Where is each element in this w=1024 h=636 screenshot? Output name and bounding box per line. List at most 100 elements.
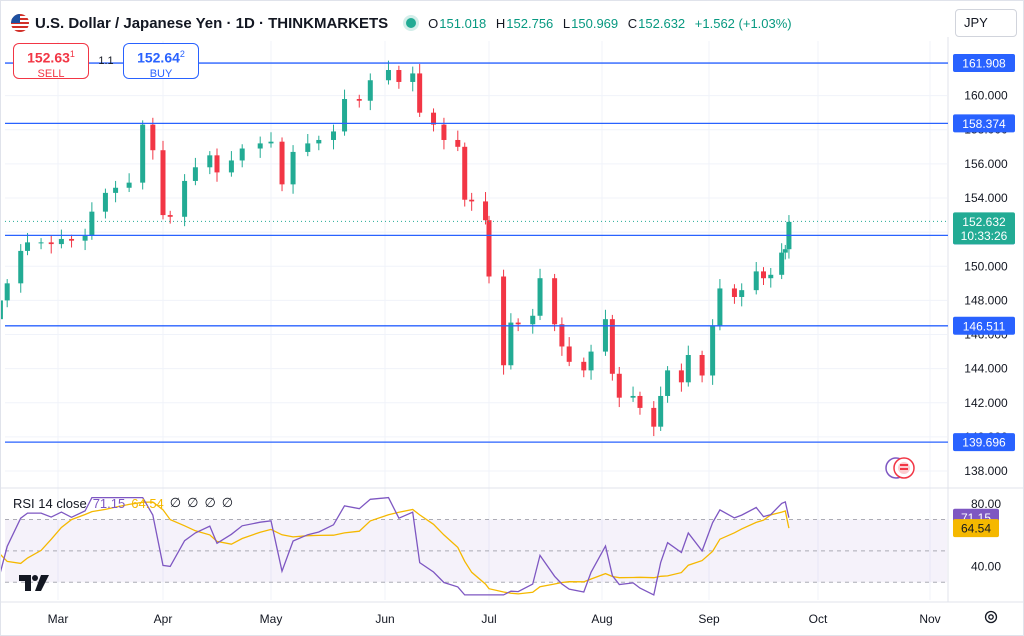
- rsi-ma-label: 64.54: [961, 522, 991, 536]
- candle-body: [515, 322, 521, 325]
- candle-body: [469, 199, 475, 202]
- rsi-ma-value: 64.54: [131, 495, 164, 511]
- candle-body: [417, 73, 423, 113]
- candle-body: [257, 143, 263, 149]
- candle-body: [290, 151, 296, 185]
- candle-body: [113, 187, 119, 193]
- candle-body: [140, 124, 146, 183]
- level-label: 146.511: [963, 319, 1006, 333]
- candle-body: [58, 238, 64, 245]
- candle-body: [367, 80, 373, 101]
- candle-body: [609, 319, 615, 374]
- candle-body: [150, 124, 156, 151]
- buy-button[interactable]: 152.642 BUY: [123, 43, 199, 80]
- candle-body: [753, 271, 759, 291]
- level-label: 139.696: [962, 436, 1006, 450]
- gear-icon[interactable]: [983, 609, 999, 625]
- time-tick-label: Nov: [919, 612, 940, 626]
- rsi-extra-1: ∅: [169, 495, 182, 510]
- candle-body: [268, 141, 274, 144]
- candle-body: [239, 148, 245, 161]
- candle-body: [768, 274, 774, 279]
- price-tick-label: 138.000: [964, 464, 1008, 478]
- candle-body: [279, 141, 285, 185]
- price-tick-label: 160.000: [964, 89, 1008, 103]
- candle-body: [665, 370, 671, 396]
- candle-body: [89, 211, 95, 236]
- grid: [1, 37, 1024, 603]
- candle-body: [717, 288, 723, 326]
- candle-body: [160, 150, 166, 216]
- candle-body: [699, 355, 705, 376]
- candle-body: [82, 235, 88, 241]
- candle-body: [501, 276, 507, 366]
- candle-body: [581, 361, 587, 371]
- time-tick-label: Aug: [591, 612, 612, 626]
- sell-button[interactable]: 152.631 SELL: [13, 43, 89, 80]
- us-flag-icon: [11, 14, 29, 32]
- time-tick-label: Apr: [154, 612, 173, 626]
- watchlist-flag-icon[interactable]: [884, 456, 916, 480]
- price-axis: 138.000140.000142.000144.000146.000148.0…: [953, 54, 1015, 574]
- candle-body: [356, 99, 362, 101]
- rsi-extra-3: ∅: [204, 495, 216, 510]
- low-value: 150.969: [571, 15, 619, 31]
- time-tick-label: Jul: [481, 612, 496, 626]
- candle-body: [559, 324, 565, 347]
- rsi-name: RSI 14 close: [13, 495, 87, 511]
- candle-body: [192, 167, 198, 181]
- candle-body: [731, 288, 737, 297]
- rsi-lines: [1, 496, 790, 596]
- candle-body: [305, 143, 311, 152]
- tradingview-logo-icon: [19, 575, 49, 591]
- currency-button[interactable]: JPY: [955, 9, 1017, 37]
- rsi-extra-4: ∅: [221, 495, 234, 510]
- candle-body: [739, 290, 745, 297]
- candle-body: [441, 124, 447, 140]
- rsi-tick-label: 40.00: [971, 560, 1001, 574]
- symbol-header: U.S. Dollar / Japanese Yen · 1D · THINKM…: [11, 9, 798, 37]
- candle-body: [530, 315, 536, 325]
- candle-body: [651, 407, 657, 427]
- price-tick-label: 144.000: [964, 362, 1008, 376]
- candle-body: [779, 252, 785, 275]
- candle-body: [462, 146, 468, 200]
- candle-body: [396, 70, 402, 82]
- time-axis: Mar Apr May Jun Jul Aug Sep Oct Nov: [48, 612, 941, 626]
- candle-body: [18, 250, 24, 284]
- candle-body: [537, 278, 543, 316]
- symbol-title[interactable]: U.S. Dollar / Japanese Yen · 1D · THINKM…: [35, 14, 389, 32]
- candle-body: [207, 155, 213, 168]
- candles-layer: [1, 60, 947, 437]
- time-tick-label: Jun: [375, 612, 394, 626]
- level-label: 158.374: [962, 117, 1006, 131]
- candle-body: [685, 355, 691, 383]
- ohlc-readout: O151.018 H152.756 L150.969 C152.632 +1.5…: [428, 15, 792, 31]
- rsi-ma-line: [1, 501, 790, 595]
- last-price-badge: [953, 212, 1015, 245]
- high-value: 152.756: [506, 15, 554, 31]
- candle-body: [4, 283, 10, 301]
- time-tick-label: Mar: [48, 612, 69, 626]
- price-tick-label: 142.000: [964, 396, 1008, 410]
- rsi-legend[interactable]: RSI 14 close 71.15 64.54 ∅ ∅ ∅ ∅: [13, 495, 233, 511]
- candle-body: [385, 70, 391, 81]
- candle-body: [331, 131, 337, 140]
- candle-body: [782, 249, 788, 253]
- candle-body: [25, 242, 31, 251]
- candle-body: [455, 139, 461, 147]
- candle-body: [630, 395, 636, 398]
- rsi-line: [1, 496, 790, 596]
- candle-body: [678, 370, 684, 383]
- price-tick-label: 150.000: [964, 259, 1008, 273]
- candle-body: [38, 242, 44, 244]
- time-tick-label: Oct: [809, 612, 828, 626]
- candle-body: [761, 271, 766, 279]
- level-label: 161.908: [962, 57, 1006, 71]
- candle-body: [710, 325, 716, 376]
- spread-value: 1.1: [98, 55, 114, 67]
- candle-body: [431, 112, 437, 125]
- candle-body: [69, 238, 75, 241]
